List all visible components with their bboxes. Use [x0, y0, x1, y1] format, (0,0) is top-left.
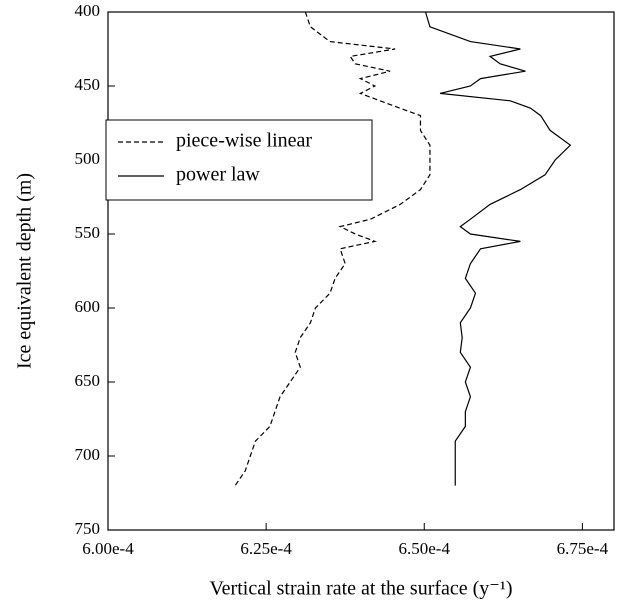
legend-label: power law — [176, 164, 260, 186]
series-line — [424, 11, 572, 486]
y-tick-label: 600 — [75, 297, 101, 316]
y-tick-label: 550 — [75, 223, 101, 242]
y-tick-label: 400 — [75, 1, 101, 20]
x-tick-label: 6.50e-4 — [399, 539, 451, 558]
plot-frame — [107, 11, 615, 531]
x-tick-label: 6.75e-4 — [557, 539, 609, 558]
series-line — [234, 11, 431, 486]
legend-box — [105, 119, 373, 201]
y-tick-label: 650 — [75, 371, 101, 390]
y-tick-label: 450 — [75, 75, 101, 94]
y-tick-label: 700 — [75, 445, 101, 464]
y-axis-label: Ice equivalent depth (m) — [14, 173, 36, 369]
x-tick-label: 6.25e-4 — [240, 539, 292, 558]
legend-label: piece-wise linear — [176, 130, 312, 152]
y-tick-label: 750 — [75, 519, 101, 538]
x-tick-label: 6.00e-4 — [82, 539, 134, 558]
x-axis-label: Vertical strain rate at the surface (y⁻¹… — [209, 578, 512, 600]
y-tick-label: 500 — [75, 149, 101, 168]
